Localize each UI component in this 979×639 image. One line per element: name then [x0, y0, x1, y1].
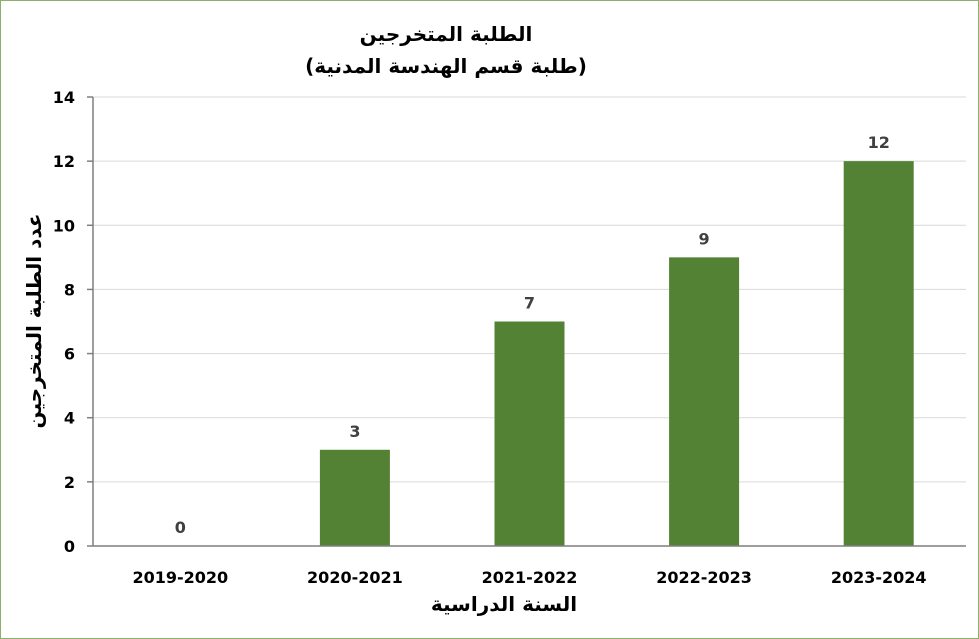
x-tick-label: 2021-2022 — [482, 568, 578, 587]
x-tick-label: 2023-2024 — [831, 568, 927, 587]
bar — [843, 161, 914, 546]
y-tick-label: 8 — [64, 280, 75, 299]
y-tick-label: 6 — [64, 345, 75, 364]
y-tick-label: 0 — [64, 537, 75, 556]
y-axis-title: عدد الطلبة المتخرجين — [22, 213, 46, 428]
data-label: 12 — [868, 133, 890, 152]
bar — [319, 449, 390, 546]
x-tick-label: 2022-2023 — [656, 568, 752, 587]
y-tick-label: 14 — [53, 88, 75, 107]
data-label: 3 — [349, 422, 360, 441]
x-tick-label: 2019-2020 — [132, 568, 228, 587]
y-tick-label: 2 — [64, 473, 75, 492]
data-label: 9 — [699, 229, 710, 248]
x-axis-title: السنة الدراسية — [431, 592, 577, 616]
x-tick-label: 2020-2021 — [307, 568, 403, 587]
bar — [669, 257, 740, 546]
bar — [494, 321, 565, 546]
y-tick-label: 10 — [53, 216, 75, 235]
bars — [319, 161, 914, 546]
x-tick-labels: 2019-2020 2020-2021 2021-2022 2022-2023 2023… — [132, 568, 926, 587]
data-label: 0 — [175, 518, 186, 537]
data-labels: 0 3 7 9 12 — [175, 133, 890, 537]
chart-title: الطلبة المتخرجين — [360, 22, 533, 46]
y-tick-label: 4 — [64, 409, 75, 428]
y-tick-labels: 0 2 4 6 8 10 12 14 — [53, 88, 93, 556]
data-label: 7 — [524, 294, 535, 313]
chart-subtitle: (طلبة قسم الهندسة المدنية) — [305, 54, 587, 78]
y-tick-label: 12 — [53, 152, 75, 171]
